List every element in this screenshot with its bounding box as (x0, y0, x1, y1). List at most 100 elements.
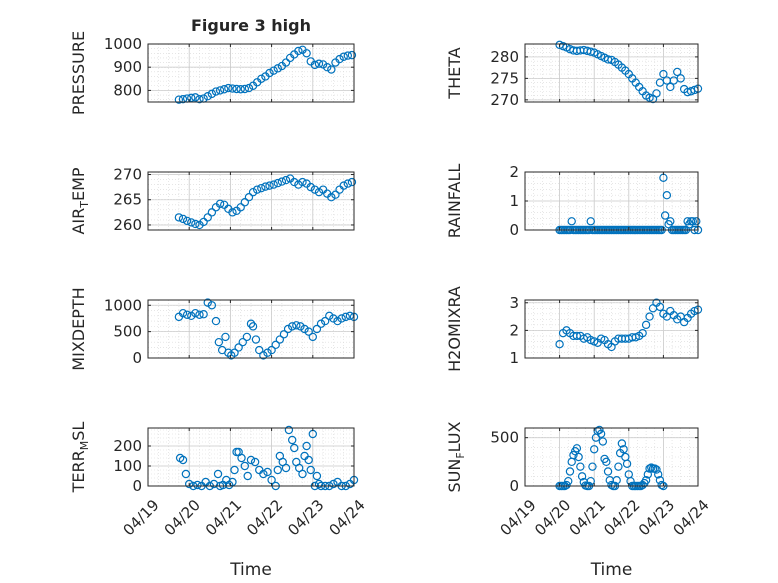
data-point (659, 69, 668, 79)
data-point (273, 64, 282, 73)
data-point (574, 452, 583, 462)
data-point (619, 445, 628, 454)
data-point (564, 476, 573, 486)
data-point (588, 462, 597, 471)
y-tick-label: 900 (113, 58, 142, 76)
data-point (292, 321, 301, 330)
data-point (203, 213, 212, 222)
data-point (178, 308, 188, 318)
data-point (643, 470, 653, 479)
data-point (302, 49, 311, 58)
data-point (318, 60, 328, 69)
data-point (211, 87, 221, 96)
data-point (207, 89, 217, 99)
data-point (228, 208, 237, 217)
data-point (251, 335, 261, 344)
data-point (174, 95, 184, 104)
data-point (178, 95, 188, 104)
y-tick-label: 500 (490, 429, 519, 447)
data-point (232, 84, 241, 94)
y-tick-label: 2 (509, 321, 519, 339)
data-point (577, 472, 587, 481)
data-point (288, 322, 297, 331)
data-point (310, 60, 320, 70)
y-tick-label: 0 (132, 349, 142, 367)
data-point (221, 332, 230, 342)
data-point (337, 314, 346, 323)
data-point (255, 345, 264, 355)
data-point (213, 469, 223, 479)
data-point (294, 46, 303, 56)
y-tick-label: 270 (490, 91, 519, 109)
data-point (298, 177, 307, 187)
data-point (343, 51, 353, 60)
data-point (576, 462, 585, 471)
data-point (612, 476, 621, 485)
y-tick-label: 100 (113, 457, 142, 475)
axes-box (147, 43, 355, 103)
data-point (187, 218, 196, 227)
data-point (288, 435, 297, 445)
data-point (586, 476, 595, 486)
data-point (339, 181, 348, 190)
data-point (261, 182, 270, 191)
data-point (240, 84, 250, 94)
axes-box (524, 427, 699, 487)
data-point (298, 469, 307, 479)
data-point (294, 180, 303, 189)
data-point (182, 310, 192, 319)
data-point (304, 455, 313, 465)
data-point (692, 217, 701, 226)
data-point (567, 217, 576, 226)
subplot-theta: 270 275 280 THETA (445, 40, 703, 109)
data-point (306, 182, 315, 192)
data-point (281, 463, 291, 473)
data-point (275, 335, 285, 344)
data-point (182, 216, 192, 226)
data-point (267, 345, 276, 355)
axes-box (147, 299, 355, 359)
data-point (688, 217, 698, 226)
data-point (269, 180, 278, 189)
data-point (265, 68, 274, 78)
data-point (345, 311, 355, 321)
data-point (187, 93, 196, 103)
data-point (265, 181, 274, 190)
axes-box (524, 43, 699, 103)
data-point (676, 74, 685, 83)
data-point (224, 348, 233, 357)
data-point (329, 314, 338, 323)
data-point (614, 462, 623, 471)
data-point (257, 183, 266, 193)
data-point (562, 480, 571, 490)
data-point (187, 311, 196, 321)
y-tick-label: 800 (113, 81, 142, 99)
data-point (207, 208, 217, 217)
data-point (325, 311, 334, 321)
data-point (203, 91, 212, 101)
data-point (652, 89, 661, 98)
x-axis-label: Time (590, 560, 633, 580)
data-point (329, 479, 338, 489)
y-tick-label: 1 (509, 349, 519, 367)
y-tick-label: 1 (509, 192, 519, 210)
data-point (302, 441, 311, 451)
data-point (314, 59, 324, 68)
data-point (178, 214, 188, 224)
data-point (181, 469, 191, 479)
data-point (655, 302, 665, 312)
data-point (244, 83, 254, 93)
data-point (250, 457, 260, 467)
data-point (279, 330, 289, 339)
data-point (215, 199, 225, 208)
data-point (645, 312, 654, 321)
data-point (220, 85, 229, 94)
figure-title: Figure 3 high (191, 16, 311, 35)
y-axis-label: H2OMIXRA (445, 286, 464, 372)
data-point (281, 175, 291, 185)
data-point (641, 476, 651, 485)
x-axis-label: Time (229, 560, 272, 580)
data-point (327, 65, 336, 74)
y-tick-label: 0 (132, 477, 142, 495)
subplot-h2omixra: 1 2 3 H2OMIXRA (445, 286, 703, 372)
